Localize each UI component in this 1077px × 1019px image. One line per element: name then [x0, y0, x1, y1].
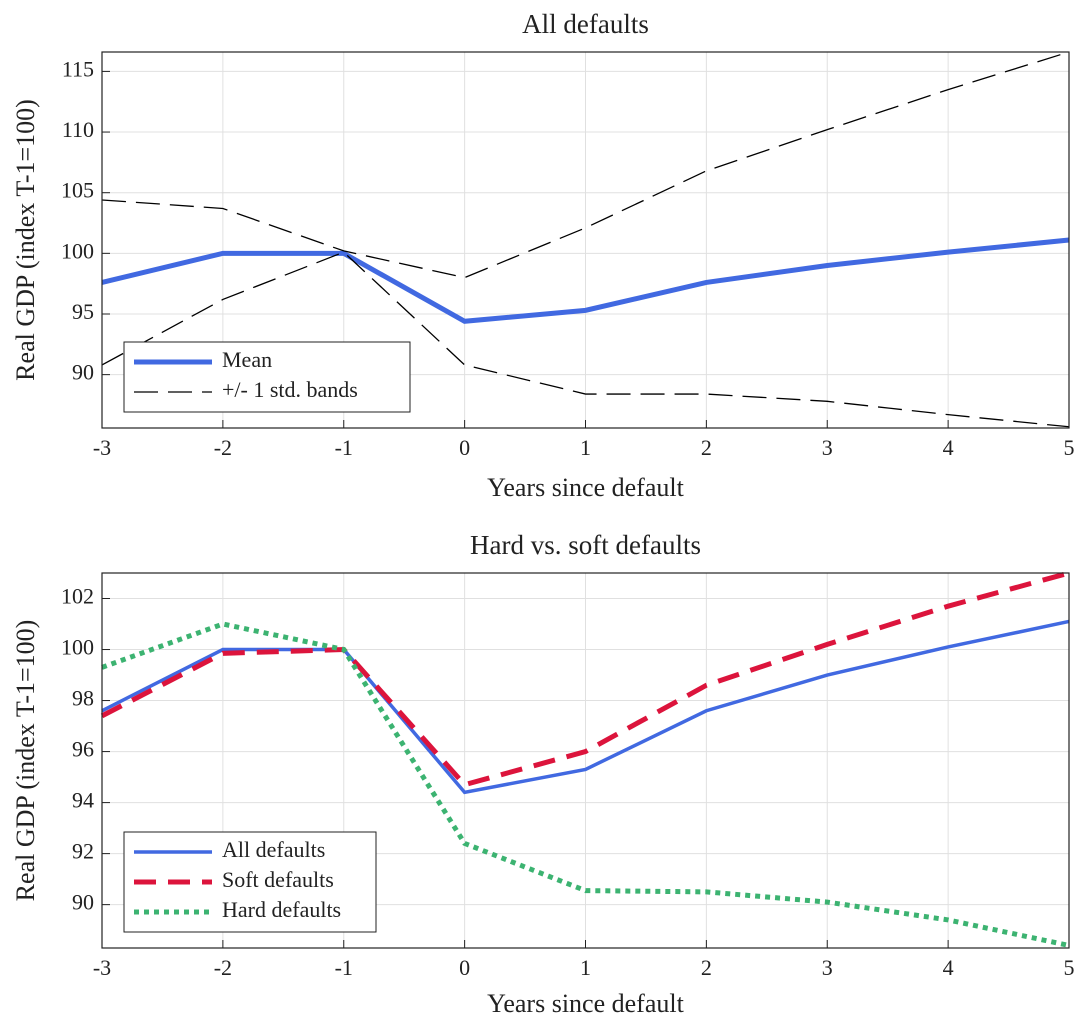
x-tick-label: 2	[701, 435, 712, 460]
chart-title: All defaults	[522, 9, 649, 39]
axes-box	[101, 572, 1070, 949]
x-axis-label: Years since default	[487, 473, 684, 502]
legend-box	[123, 341, 411, 413]
chart: -3 -2 -1 0 1 2 3 4 5 90 95 100 105 110 115 All defaults…	[11, 9, 1075, 502]
axes-box	[101, 51, 1070, 429]
x-tick-label: 1	[580, 435, 591, 460]
x-axis-label: Years since default	[487, 989, 684, 1018]
legend-label: All defaults	[222, 837, 325, 862]
legend-label: Soft defaults	[222, 867, 334, 892]
legend-box	[123, 831, 377, 933]
y-tick-label: 90	[72, 890, 94, 915]
y-axis-label: Real GDP (index T-1=100)	[11, 620, 40, 902]
legend-label: Hard defaults	[222, 897, 341, 922]
y-tick-label: 100	[61, 238, 94, 263]
y-tick-label: 100	[61, 635, 94, 660]
x-tick-label: -3	[93, 955, 111, 980]
x-tick-label: 0	[459, 955, 470, 980]
y-tick-label: 115	[62, 56, 94, 81]
y-tick-label: 102	[61, 584, 94, 609]
y-tick-label: 105	[61, 178, 94, 203]
data-line	[100, 570, 1070, 788]
y-tick-label: 98	[72, 686, 94, 711]
x-tick-label: 5	[1064, 955, 1075, 980]
y-tick-label: 95	[72, 299, 94, 324]
chart: -3 -2 -1 0 1 2 3 4 5 90 92 94 96 98 100 102 Hard vs. sof…	[11, 530, 1075, 1018]
data-line	[101, 51, 1070, 279]
y-tick-label: 110	[62, 117, 94, 142]
y-tick-label: 94	[72, 788, 94, 813]
x-tick-label: 4	[943, 955, 954, 980]
legend-label: Mean	[222, 347, 272, 372]
x-tick-label: -2	[214, 435, 232, 460]
x-tick-label: -3	[93, 435, 111, 460]
data-line	[101, 621, 1070, 948]
x-tick-label: 4	[943, 435, 954, 460]
x-tick-label: 3	[822, 435, 833, 460]
x-tick-label: 0	[459, 435, 470, 460]
y-tick-label: 92	[72, 839, 94, 864]
x-tick-label: 3	[822, 955, 833, 980]
legend-label: +/- 1 std. bands	[222, 377, 358, 402]
data-line	[101, 251, 1070, 428]
data-line	[101, 619, 1070, 795]
y-axis-label: Real GDP (index T-1=100)	[11, 99, 40, 381]
x-tick-label: 1	[580, 955, 591, 980]
y-tick-label: 96	[72, 737, 94, 762]
x-tick-label: -2	[214, 955, 232, 980]
x-tick-label: 2	[701, 955, 712, 980]
x-tick-label: -1	[335, 435, 353, 460]
y-tick-label: 90	[72, 360, 94, 385]
x-tick-label: -1	[335, 955, 353, 980]
data-line	[101, 237, 1070, 324]
chart-title: Hard vs. soft defaults	[470, 530, 701, 560]
x-tick-label: 5	[1064, 435, 1075, 460]
